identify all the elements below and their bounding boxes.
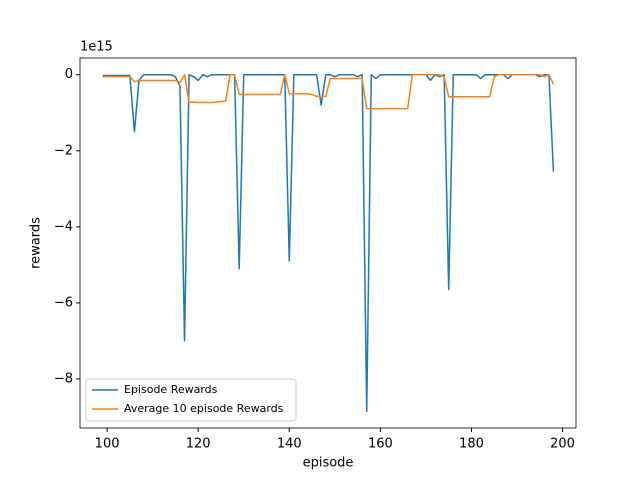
y-tick-label: −8	[54, 371, 73, 386]
data-line	[102, 73, 555, 413]
plot-frame	[79, 57, 577, 429]
x-tick-label: 180	[459, 437, 484, 452]
x-tick-label: 200	[550, 437, 575, 452]
legend-label: Average 10 episode Rewards	[124, 402, 284, 415]
data-line	[102, 73, 555, 110]
legend-box	[85, 378, 297, 422]
y-tick-label: −2	[54, 143, 73, 158]
y-tick-label: −6	[54, 295, 73, 310]
x-tick-label: 140	[277, 437, 302, 452]
x-tick-label: 160	[368, 437, 393, 452]
y-axis-label: rewards	[29, 217, 44, 269]
x-tick-label: 120	[186, 437, 211, 452]
y-tick-label: 0	[65, 67, 73, 82]
legend: Episode Rewards Average 10 episode Reward…	[85, 378, 297, 422]
y-offset-label: 1e15	[80, 40, 113, 55]
y-tick-label: −4	[54, 219, 73, 234]
x-axis-label: episode	[303, 456, 354, 471]
legend-label: Episode Rewards	[124, 383, 218, 396]
x-tick-label: 100	[95, 437, 120, 452]
